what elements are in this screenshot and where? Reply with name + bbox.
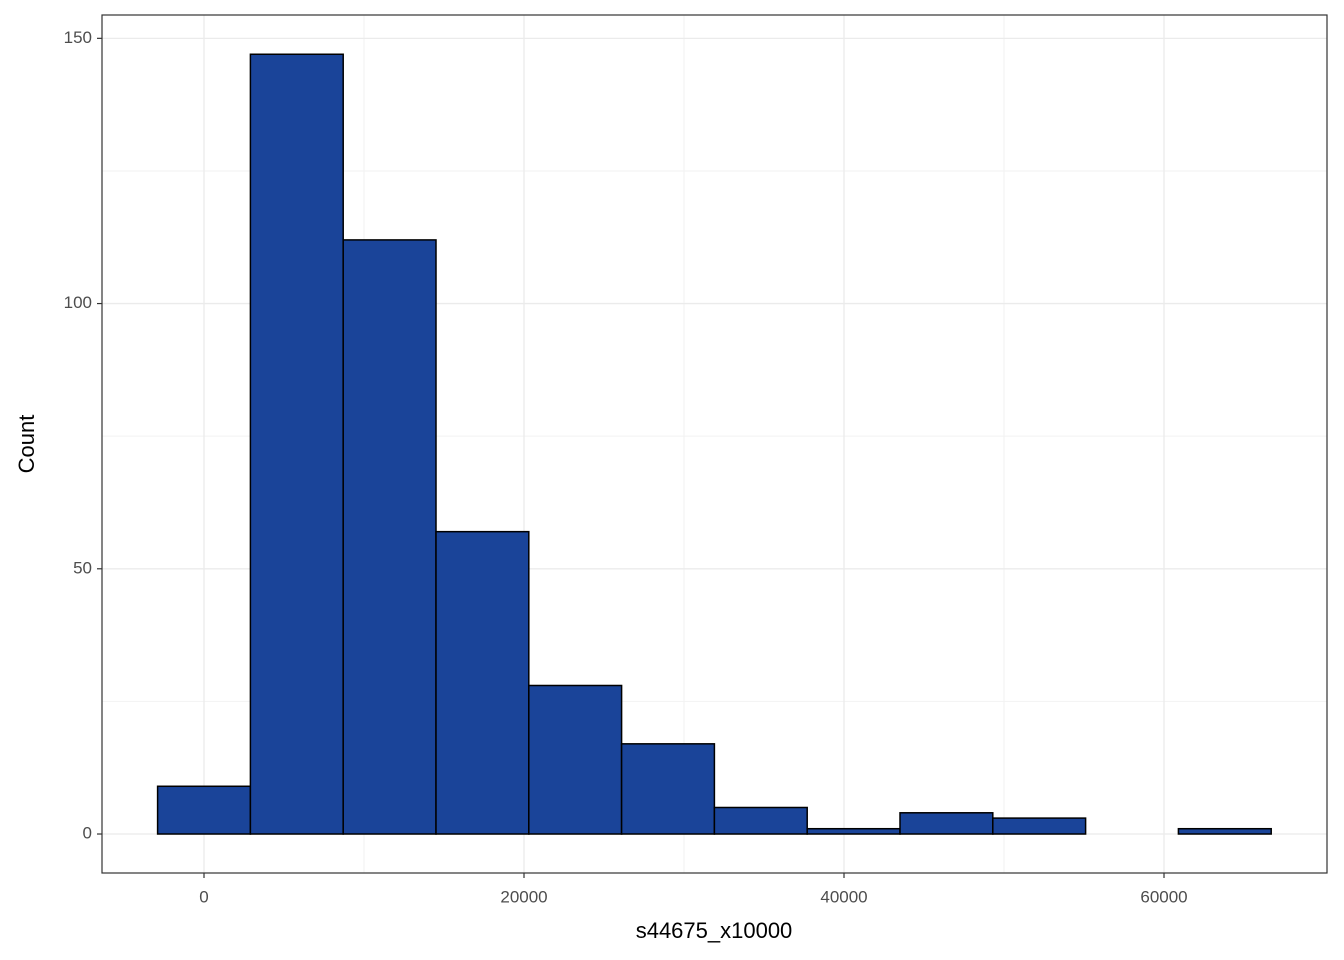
x-tick-label: 20000 bbox=[500, 887, 547, 906]
x-tick-label: 60000 bbox=[1140, 887, 1187, 906]
bar bbox=[713, 806, 808, 835]
bar bbox=[899, 812, 994, 835]
y-tick-label: 50 bbox=[73, 558, 92, 577]
y-tick-label: 100 bbox=[64, 293, 92, 312]
bar bbox=[528, 684, 623, 835]
x-axis-title: s44675_x10000 bbox=[636, 918, 793, 943]
bar bbox=[249, 53, 344, 835]
x-tick-label: 0 bbox=[199, 887, 208, 906]
panel-border bbox=[101, 14, 1328, 874]
bar bbox=[156, 785, 252, 835]
y-tick-label: 0 bbox=[83, 823, 92, 842]
y-axis-title: Count bbox=[14, 415, 39, 474]
bar bbox=[992, 817, 1087, 835]
bar bbox=[342, 239, 437, 835]
bar bbox=[1177, 827, 1272, 835]
y-tick-label: 150 bbox=[64, 28, 92, 47]
bar bbox=[806, 827, 901, 835]
x-tick-label: 40000 bbox=[820, 887, 867, 906]
bar bbox=[620, 743, 716, 835]
bar bbox=[435, 530, 530, 835]
